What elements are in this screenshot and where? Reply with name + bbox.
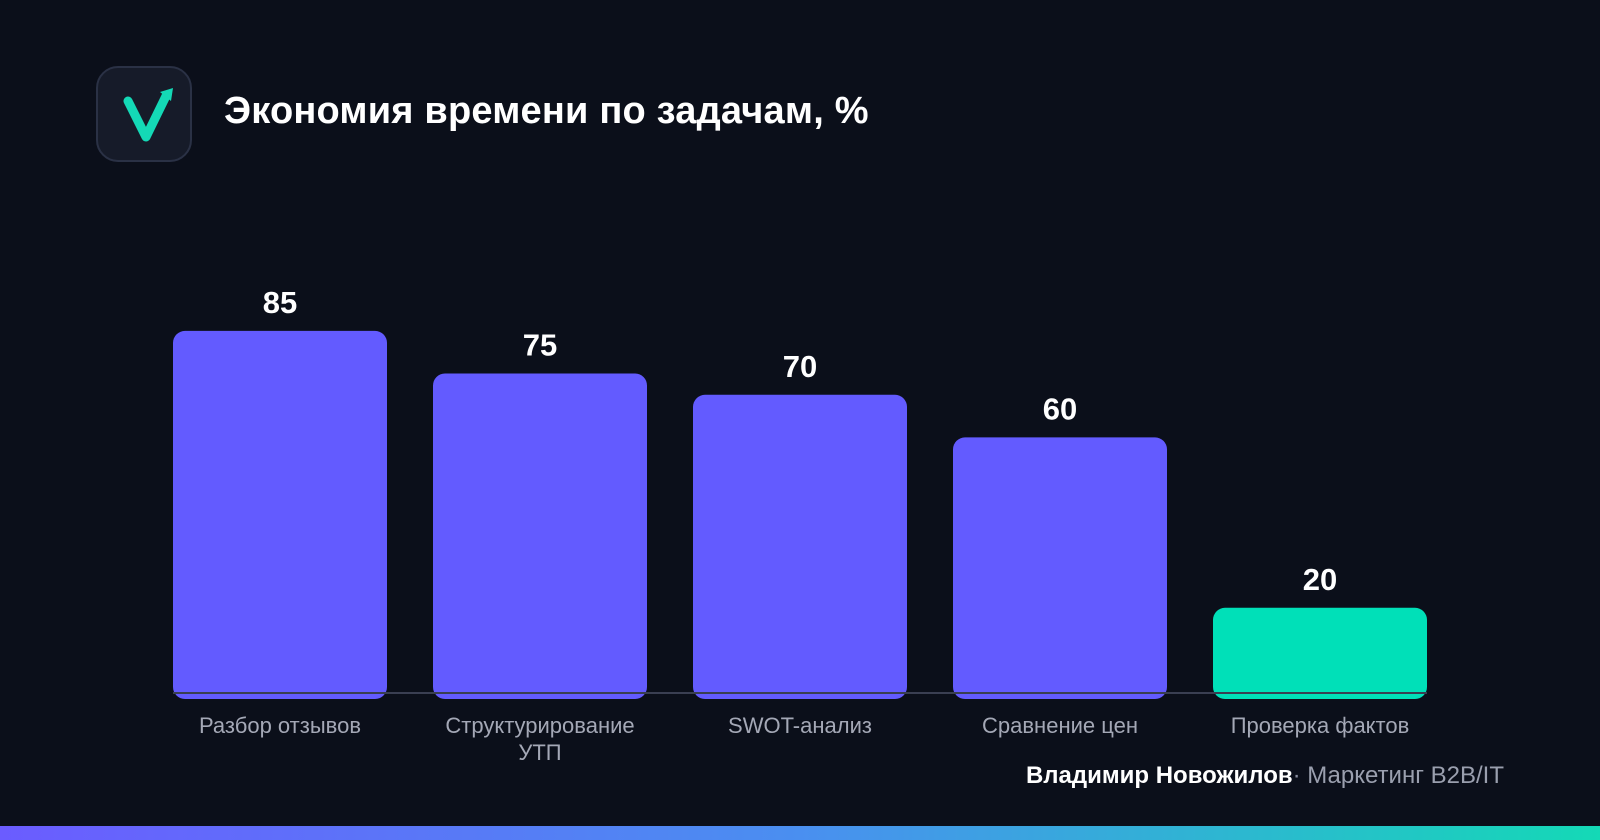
- check-arrow-icon: [123, 88, 173, 142]
- bar: [953, 437, 1167, 699]
- author-name: Владимир Новожилов: [1025, 762, 1293, 789]
- category-label: Разбор отзывов: [199, 713, 361, 738]
- category-label: SWOT-анализ: [728, 713, 872, 738]
- category-label: УТП: [518, 740, 561, 765]
- page-title: Экономия времени по задачам, %: [224, 90, 869, 132]
- category-label: Проверка фактов: [1231, 713, 1410, 738]
- bar: [433, 373, 647, 699]
- bar-value-label: 60: [1043, 391, 1077, 426]
- bar-value-label: 85: [263, 285, 297, 320]
- logo: [96, 66, 192, 162]
- category-label: Структурирование: [445, 713, 634, 738]
- footer-separator: ·: [1292, 762, 1301, 789]
- bar-value-label: 70: [783, 349, 817, 384]
- footer-credit: Владимир Новожилов· Маркетинг B2B/IT: [1026, 762, 1504, 790]
- bar-value-label: 20: [1303, 562, 1337, 597]
- bottom-gradient-bar: [0, 826, 1600, 840]
- bar: [173, 330, 387, 699]
- category-label: Сравнение цен: [982, 713, 1138, 738]
- bar: [693, 394, 907, 699]
- author-role: Маркетинг B2B/IT: [1307, 762, 1504, 789]
- bar: [1213, 607, 1427, 699]
- bar-value-label: 75: [523, 328, 557, 363]
